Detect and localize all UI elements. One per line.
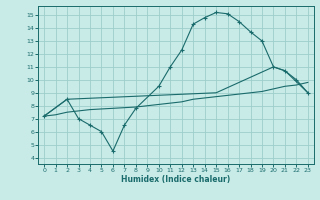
X-axis label: Humidex (Indice chaleur): Humidex (Indice chaleur) (121, 175, 231, 184)
